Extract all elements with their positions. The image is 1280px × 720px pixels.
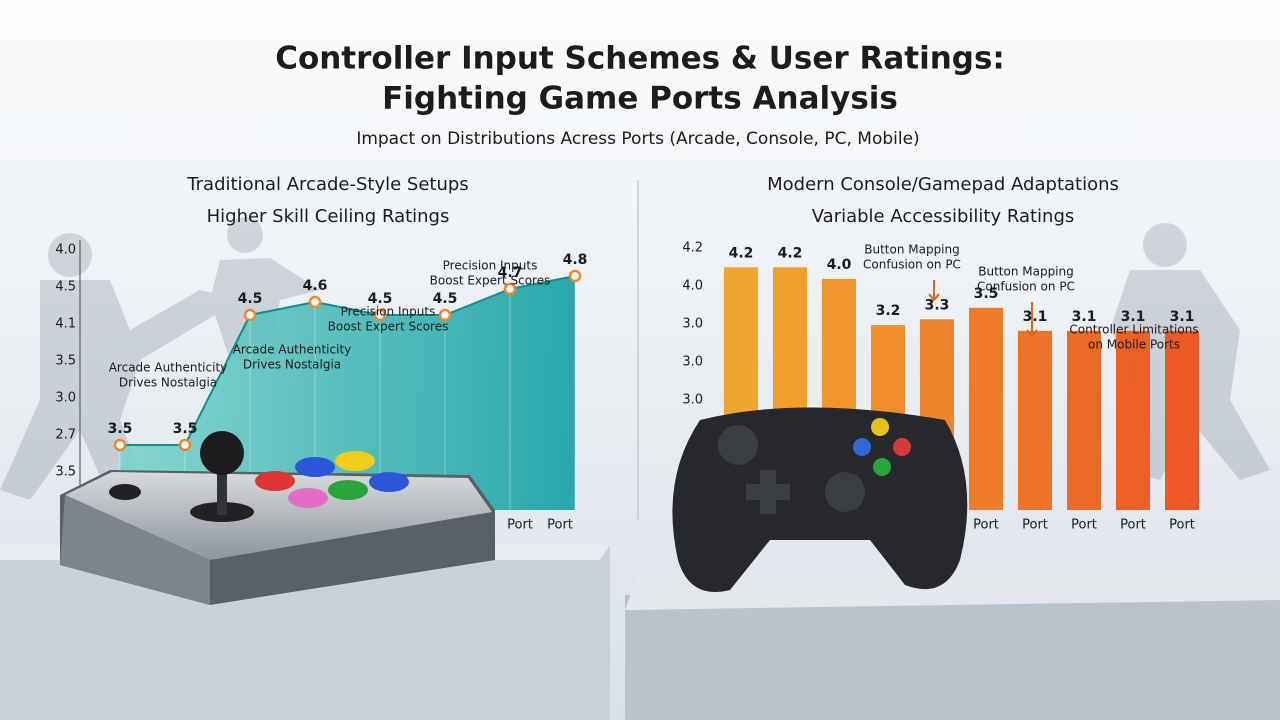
- bar: [1018, 330, 1052, 510]
- y-tick-label: 4.0: [55, 243, 76, 258]
- y-tick-label: 4.2: [682, 241, 703, 256]
- value-label: 4.8: [563, 252, 588, 268]
- value-label: 4.7: [498, 265, 523, 281]
- value-label: 3.1: [1072, 309, 1097, 325]
- y-tick-label: 3.0: [682, 355, 703, 370]
- y-tick-label: 3.0: [55, 391, 76, 406]
- y-tick-label: 4.5: [55, 280, 76, 295]
- y-tick-label: 2.7: [55, 428, 76, 443]
- subtitle: Impact on Distributions Acress Ports (Ar…: [356, 129, 919, 149]
- value-label: 3.1: [1170, 309, 1195, 325]
- value-label: 4.5: [238, 291, 263, 307]
- left-chart-title: Traditional Arcade-Style Setups: [186, 174, 468, 195]
- arrow-head: [1026, 329, 1038, 338]
- y-tick-label: 4.0: [682, 279, 703, 294]
- value-label: 4.2: [729, 245, 754, 261]
- point: [243, 308, 257, 322]
- annotation: Boost Expert Scores: [430, 274, 551, 288]
- value-label: 3.1: [1023, 309, 1048, 325]
- y-tick-label: 3.0: [682, 393, 703, 408]
- annotation: Button Mapping: [864, 243, 960, 257]
- left-chart-subtitle: Higher Skill Ceiling Ratings: [207, 206, 450, 227]
- point: [113, 438, 127, 452]
- line: [120, 275, 576, 446]
- right-table-top: [625, 560, 1280, 610]
- value-label: 3.5: [173, 421, 198, 437]
- right-table: [625, 595, 1280, 720]
- x-tick-label: Port: [1022, 518, 1048, 533]
- value-label: 4.5: [433, 291, 458, 307]
- x-tick-label: Port: [1169, 518, 1195, 533]
- annotation: Precision Inputs: [341, 305, 436, 319]
- gamepad: [672, 407, 968, 592]
- annotation: Arcade Authenticity: [109, 361, 228, 375]
- arrow-head: [928, 293, 940, 302]
- x-tick-label: Port: [547, 518, 573, 533]
- point: [308, 295, 322, 309]
- annotation: Confusion on PC: [863, 258, 961, 272]
- annotation: Boost Expert Scores: [328, 320, 449, 334]
- annotation: Drives Nostalgia: [243, 358, 341, 372]
- value-label: 4.2: [778, 245, 803, 261]
- right-chart-title: Modern Console/Gamepad Adaptations: [767, 174, 1119, 195]
- point: [568, 269, 582, 283]
- annotation: Arcade Authenticity: [233, 343, 352, 357]
- annotation: Controller Limitations: [1069, 323, 1198, 337]
- value-label: 3.5: [974, 286, 999, 302]
- value-label: 3.2: [876, 303, 901, 319]
- point: [178, 438, 192, 452]
- bar: [1116, 330, 1150, 510]
- y-tick-label: 3.5: [55, 465, 76, 480]
- value-label: 4.0: [827, 257, 852, 273]
- value-label: 4.5: [368, 291, 393, 307]
- arrow-head: [1125, 371, 1137, 380]
- bar: [1067, 330, 1101, 510]
- annotation: Confusion on PC: [977, 280, 1075, 294]
- annotation: on Mobile Ports: [1088, 338, 1180, 352]
- value-label: 4.6: [303, 278, 328, 294]
- point: [438, 308, 452, 322]
- arcade-stick: [60, 431, 495, 605]
- x-tick-label: Port: [507, 518, 533, 533]
- x-tick-label: Port: [1120, 518, 1146, 533]
- annotation: Button Mapping: [978, 265, 1074, 279]
- value-label: 3.5: [108, 421, 133, 437]
- title-line-1: Controller Input Schemes & User Ratings:: [275, 41, 1005, 77]
- bar: [969, 307, 1003, 510]
- point: [503, 282, 517, 296]
- y-tick-label: 4.1: [55, 317, 76, 332]
- y-tick-label: 3.5: [55, 354, 76, 369]
- annotation: Precision Inputs: [443, 259, 538, 273]
- y-tick-label: 3.0: [682, 317, 703, 332]
- bar: [1165, 330, 1199, 510]
- title-line-2: Fighting Game Ports Analysis: [382, 81, 898, 117]
- x-tick-label: Port: [973, 518, 999, 533]
- point: [373, 308, 387, 322]
- value-label: 3.1: [1121, 309, 1146, 325]
- right-chart-subtitle: Variable Accessibility Ratings: [812, 206, 1075, 227]
- x-tick-label: Port: [1071, 518, 1097, 533]
- value-label: 3.3: [925, 297, 950, 313]
- annotation: Drives Nostalgia: [119, 376, 217, 390]
